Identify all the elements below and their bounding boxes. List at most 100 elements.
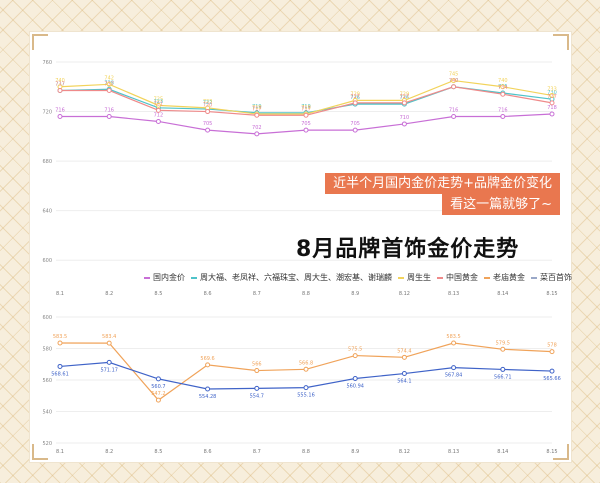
data-point [451, 78, 457, 84]
x-tick-label: 8.7 [253, 449, 261, 455]
data-label: 712 [154, 112, 164, 118]
data-label: 560.94 [346, 384, 364, 390]
data-point [205, 386, 211, 392]
x-tick-label: 8.9 [351, 291, 359, 297]
x-tick-label: 8.6 [204, 291, 212, 297]
data-point [106, 114, 112, 120]
data-label: 571.17 [100, 367, 118, 373]
x-tick-label: 8.8 [302, 291, 310, 297]
data-label: 568.61 [51, 371, 69, 377]
data-point [205, 127, 211, 133]
data-label: 718 [301, 105, 311, 111]
data-label: 710 [400, 115, 410, 121]
data-label: 554.7 [250, 393, 264, 399]
data-label: 716 [498, 108, 508, 114]
data-label: 740 [449, 78, 459, 84]
data-point [57, 340, 63, 346]
headline: 8月品牌首饰金价走势 [296, 237, 520, 262]
data-point [352, 353, 358, 359]
y-tick-label: 600 [42, 315, 52, 321]
x-tick-label: 8.13 [448, 291, 459, 297]
data-point [500, 91, 506, 97]
legend-label: 周生生 [407, 273, 431, 282]
x-tick-label: 8.15 [546, 291, 557, 297]
data-label: 734 [498, 85, 508, 91]
legend-item: 周大福、老凤祥、六福珠宝、周大生、潮宏基、谢瑞麟 [191, 273, 392, 282]
y-tick-label: 720 [42, 110, 52, 116]
data-point [57, 363, 63, 369]
data-label: 560.7 [151, 384, 165, 390]
y-tick-label: 600 [42, 258, 52, 264]
data-label: 565.66 [543, 376, 561, 382]
y-tick-label: 520 [42, 441, 52, 447]
legend-label: 中国黄金 [446, 273, 478, 282]
legend-swatch [398, 276, 404, 279]
data-label: 583.5 [446, 334, 460, 340]
banner-line-1: 近半个月国内金价走势+品牌金价变化 [325, 173, 560, 194]
data-label: 583.4 [102, 334, 116, 340]
data-point [205, 109, 211, 115]
data-point [500, 366, 506, 372]
data-label: 583.5 [53, 334, 67, 340]
banner-line-2: 看这一篇就够了~ [442, 194, 560, 215]
x-tick-label: 8.8 [302, 449, 310, 455]
data-label: 717 [252, 106, 262, 112]
data-label: 725 [154, 96, 164, 102]
data-point [155, 102, 161, 108]
data-label: 745 [449, 72, 459, 78]
data-point [303, 112, 309, 118]
legend-swatch [484, 276, 490, 279]
data-point [451, 365, 457, 371]
data-label: 740 [55, 78, 65, 84]
data-label: 705 [301, 121, 311, 127]
data-point [303, 366, 309, 372]
data-label: 721 [154, 101, 164, 107]
data-point [155, 118, 161, 124]
y-tick-label: 540 [42, 410, 52, 416]
x-tick-label: 8.1 [56, 291, 64, 297]
x-tick-label: 8.15 [546, 449, 557, 455]
data-label: 719 [252, 104, 262, 110]
data-point [549, 349, 555, 355]
data-label: 737 [55, 81, 65, 87]
data-label: 719 [301, 104, 311, 110]
x-tick-label: 8.6 [204, 449, 212, 455]
data-point [451, 340, 457, 346]
data-point [352, 127, 358, 133]
legend-item: 周生生 [398, 273, 431, 282]
data-label: 727 [400, 94, 410, 100]
data-label: 566 [252, 362, 262, 368]
data-point [401, 354, 407, 360]
data-label: 716 [449, 108, 459, 114]
corner-ornament [553, 34, 569, 50]
x-tick-label: 8.12 [399, 449, 410, 455]
x-tick-label: 8.14 [497, 449, 508, 455]
data-point [500, 84, 506, 90]
data-point [303, 385, 309, 391]
legend-item: 老庙黄金 [484, 273, 525, 282]
x-tick-label: 8.2 [105, 449, 113, 455]
data-label: 569.6 [200, 356, 214, 362]
legend-label: 周大福、老凤祥、六福珠宝、周大生、潮宏基、谢瑞麟 [200, 273, 392, 282]
data-point [254, 368, 260, 374]
legend-label: 国内金价 [153, 273, 185, 282]
legend-item: 菜百首饰 [531, 273, 572, 282]
data-label: 575.5 [348, 347, 362, 353]
data-label: 579.5 [496, 340, 510, 346]
data-point [155, 107, 161, 113]
data-label: 717 [301, 106, 311, 112]
data-label: 716 [55, 108, 65, 114]
data-point [205, 362, 211, 368]
x-tick-label: 8.5 [154, 449, 162, 455]
data-label: 723 [203, 99, 213, 105]
data-point [401, 121, 407, 127]
data-point [155, 376, 161, 382]
data-point [303, 127, 309, 133]
x-tick-label: 8.5 [154, 291, 162, 297]
data-point [500, 114, 506, 120]
x-tick-label: 8.14 [497, 291, 508, 297]
data-point [254, 112, 260, 118]
data-label: 742 [104, 75, 114, 81]
chart-card [30, 32, 571, 462]
